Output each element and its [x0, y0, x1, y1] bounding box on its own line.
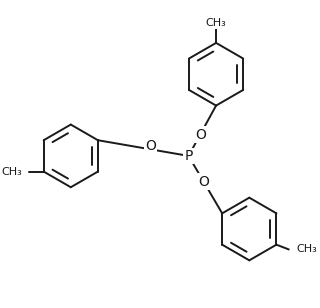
Text: O: O — [196, 128, 206, 142]
Text: P: P — [184, 149, 193, 163]
Text: O: O — [198, 175, 209, 189]
Text: CH₃: CH₃ — [296, 245, 317, 254]
Text: CH₃: CH₃ — [206, 18, 227, 28]
Text: CH₃: CH₃ — [1, 167, 22, 176]
Text: O: O — [145, 139, 156, 152]
